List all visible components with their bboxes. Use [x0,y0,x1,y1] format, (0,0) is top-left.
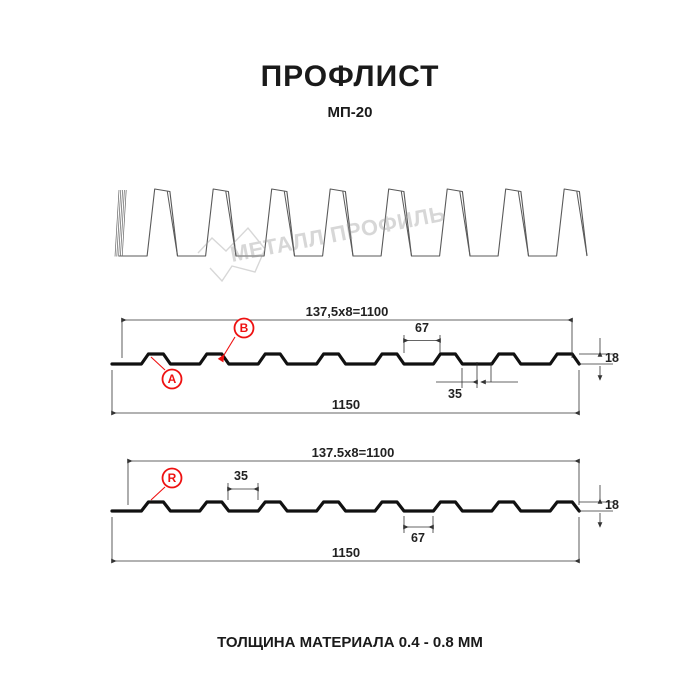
svg-text:1150: 1150 [332,545,360,560]
svg-text:A: A [168,372,177,386]
svg-text:137,5x8=1100: 137,5x8=1100 [306,304,389,319]
svg-text:18: 18 [605,351,619,365]
svg-text:R: R [168,471,177,485]
svg-text:35: 35 [234,469,248,483]
svg-text:18: 18 [605,498,619,512]
svg-text:1150: 1150 [332,397,360,412]
svg-text:МЕТАЛЛ ПРОФИЛЬ: МЕТАЛЛ ПРОФИЛЬ [228,201,447,267]
svg-text:67: 67 [415,321,429,335]
svg-text:35: 35 [448,387,462,401]
svg-text:137.5x8=1100: 137.5x8=1100 [312,445,395,460]
svg-text:B: B [240,321,249,335]
svg-text:67: 67 [411,531,425,545]
